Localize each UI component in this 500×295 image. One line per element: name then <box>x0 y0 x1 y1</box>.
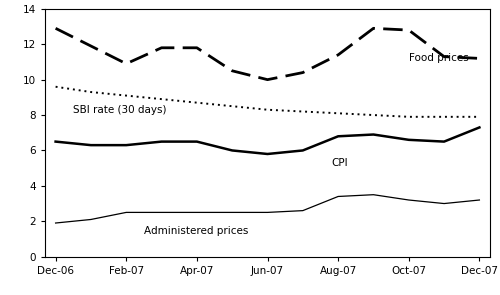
Text: SBI rate (30 days): SBI rate (30 days) <box>74 105 167 115</box>
Text: Food prices: Food prices <box>409 53 469 63</box>
Text: Administered prices: Administered prices <box>144 226 248 236</box>
Text: CPI: CPI <box>331 158 347 168</box>
